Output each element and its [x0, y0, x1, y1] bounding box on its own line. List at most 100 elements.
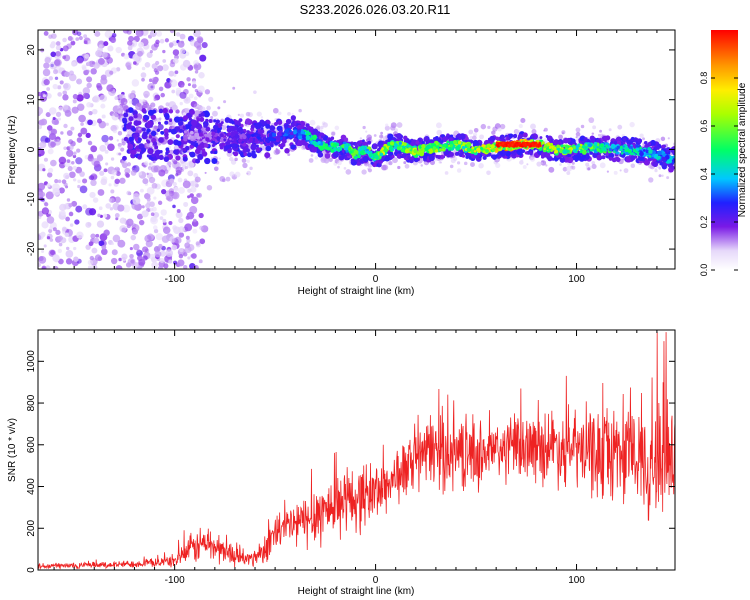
- spectrogram-halo-point: [320, 129, 323, 132]
- spectrogram-noise-point: [111, 249, 118, 256]
- spectrogram-noise-point: [200, 106, 206, 112]
- spectrogram-halo-point: [220, 118, 224, 123]
- spectrogram-band-point: [646, 143, 650, 147]
- spectrogram-noise-point: [191, 220, 199, 227]
- spectrogram-band-point: [175, 155, 181, 161]
- spectrogram-noise-point: [160, 209, 167, 216]
- spectrogram-noise-point: [190, 196, 199, 205]
- spectrogram-ridge-point: [227, 132, 232, 136]
- spectrogram-ridge-point: [384, 151, 388, 155]
- spectrogram-noise-point: [192, 80, 197, 85]
- spectrogram-noise-point: [155, 233, 163, 241]
- spectrogram-band-point: [401, 153, 407, 158]
- spectrogram-halo-point: [543, 127, 548, 132]
- spectrogram-band-point: [173, 149, 179, 155]
- spectrogram-band-point: [135, 133, 139, 137]
- spectrogram-band-point: [165, 114, 170, 119]
- spectrogram-halo-point: [246, 170, 252, 176]
- spectrogram-band-point: [182, 125, 187, 130]
- spectrogram-band-point: [559, 157, 566, 163]
- spectrogram-halo-point: [449, 164, 454, 169]
- spectrogram-halo-point: [575, 131, 581, 137]
- spectrogram-noise-point: [46, 236, 51, 240]
- spectrogram-noise-point: [52, 83, 58, 90]
- spectrogram-ridge-point: [457, 140, 462, 145]
- spectrogram-noise-point: [57, 117, 61, 121]
- spectrogram-band-point: [197, 153, 204, 160]
- spectrogram-noise-point: [76, 231, 84, 239]
- spectrogram-noise-point: [158, 86, 164, 92]
- spectrogram-noise-point: [146, 197, 151, 202]
- spectrogram-halo-point: [168, 165, 171, 168]
- spectrogram-noise-point: [144, 62, 151, 68]
- spectrogram-noise-point: [104, 141, 109, 146]
- spectrogram-band-point: [190, 119, 198, 127]
- spectrogram-halo-point: [115, 166, 118, 169]
- spectrogram-noise-point: [110, 175, 115, 180]
- spectrogram-halo-point: [334, 125, 340, 131]
- spectrogram-halo-point: [623, 168, 629, 174]
- spectrogram-band-point: [501, 136, 505, 140]
- spectrogram-ridge-point: [353, 156, 357, 160]
- spectrogram-band-point: [545, 135, 549, 138]
- spectrogram-noise-point: [50, 141, 57, 148]
- spectrogram-halo-point: [558, 134, 563, 140]
- spectrogram-band-point: [203, 123, 208, 128]
- spectrogram-band-point: [150, 114, 157, 120]
- spectrogram-halo-point: [592, 125, 597, 130]
- spectrogram-halo-point: [367, 163, 372, 168]
- colorbar-gradient: [711, 30, 738, 270]
- spectrogram-band-point: [361, 139, 365, 143]
- spectrogram-noise-point: [198, 72, 205, 79]
- spectrogram-ridge-point: [404, 148, 410, 154]
- spectrogram-band-point: [182, 115, 189, 121]
- spectrogram-halo-point: [121, 138, 124, 141]
- spectrogram-band-point: [167, 139, 174, 146]
- spectrogram-band-point: [139, 151, 143, 155]
- spectrogram-halo-point: [314, 156, 319, 160]
- spectrogram-ridge-point: [587, 143, 593, 148]
- spectrogram-halo-point: [143, 161, 149, 166]
- spectrogram-noise-point: [164, 38, 170, 43]
- spectrogram-noise-point: [72, 165, 77, 170]
- spectrogram-noise-point: [86, 76, 93, 83]
- spectrogram-noise-point: [71, 61, 77, 67]
- spectrogram-band-point: [630, 136, 635, 141]
- spectrogram-noise-point: [111, 32, 117, 38]
- spectrogram-band-point: [672, 150, 675, 156]
- spectrogram-noise-point: [186, 238, 191, 244]
- spectrogram-ridge-point: [439, 148, 443, 152]
- spectrogram-band-point: [563, 137, 569, 144]
- spectrogram-band-point: [217, 128, 221, 133]
- spectrogram-band-point: [601, 155, 606, 160]
- spectrogram-band-point: [122, 117, 127, 123]
- spectrogram-ridge-point: [616, 145, 620, 150]
- spectrogram-noise-point: [174, 186, 179, 192]
- spectrogram-ridge-point: [345, 149, 349, 153]
- spectrogram-band-point: [173, 116, 181, 123]
- spectrogram-noise-point: [107, 143, 115, 152]
- spectrogram-noise-point: [62, 90, 68, 96]
- spectrogram-band-point: [260, 126, 264, 130]
- spectrogram-ridge-point: [620, 152, 624, 155]
- spectrogram-halo-point: [237, 113, 241, 117]
- spectrogram-band-point: [168, 109, 174, 114]
- spectrogram-band-point: [127, 143, 134, 150]
- spectrogram-noise-point: [82, 87, 91, 95]
- spectrogram-noise-point: [90, 145, 98, 153]
- spectrogram-halo-point: [472, 135, 477, 141]
- spectrogram-halo-point: [450, 158, 456, 164]
- spectrogram-noise-point: [70, 126, 75, 131]
- spectrogram-band-point: [211, 143, 215, 148]
- spectrogram-noise-point: [187, 83, 191, 87]
- spectrogram-noise-point: [189, 205, 198, 214]
- spectrogram-noise-point: [129, 253, 134, 259]
- spectrogram-noise-point: [162, 64, 169, 72]
- spectrogram-band-point: [468, 155, 472, 159]
- spectrogram-noise-point: [46, 125, 53, 131]
- spectrogram-halo-point: [373, 134, 377, 137]
- spectrogram-ridge-point: [276, 135, 281, 140]
- spectrogram-noise-point: [59, 80, 64, 85]
- spectrogram-noise-point: [163, 263, 169, 269]
- spectrogram-noise-point: [39, 141, 47, 149]
